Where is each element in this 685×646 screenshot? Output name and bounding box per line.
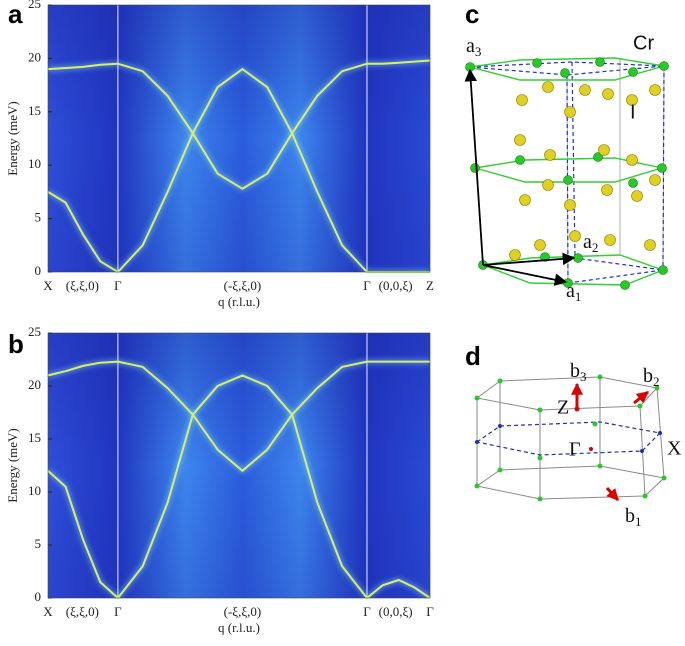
vector-subscript: 2: [592, 240, 599, 255]
y-tick-label: 25: [28, 324, 41, 339]
x-tick-label: Γ: [363, 278, 371, 293]
vector-label: b1: [625, 505, 642, 529]
vector-label: b: [570, 360, 580, 382]
y-tick-label: 25: [28, 0, 41, 11]
y-tick-label: 0: [35, 589, 42, 604]
panel-label: d: [465, 341, 481, 371]
x-tick-label: Z: [426, 278, 434, 293]
panel-label: a: [8, 0, 23, 29]
vector-label: b: [625, 505, 635, 527]
x-tick-label: X: [43, 278, 53, 293]
point-label: X: [667, 438, 682, 460]
charts: X Γ Γ Z (ξ,ξ,0) (-ξ,ξ,0) (0,0,ξ) 0 5 10 15 20 25 Ener…: [5, 0, 434, 635]
x-tick-label: Γ: [114, 278, 122, 293]
path-label: (0,0,ξ): [379, 278, 413, 293]
plot-frame: [47, 332, 431, 599]
vector-label: a: [566, 280, 575, 302]
y-tick-label: 5: [35, 210, 42, 225]
y-tick-label: 0: [35, 263, 42, 278]
point-label: Z: [557, 397, 569, 419]
x-tick-label: Γ: [426, 604, 434, 619]
vector-label: a2: [583, 231, 598, 255]
y-tick-label: 15: [28, 103, 41, 118]
vector-label: a1: [566, 280, 581, 304]
y-tick-label: 20: [28, 377, 41, 392]
x-tick-label: X: [43, 604, 53, 619]
path-label: (-ξ,ξ,0): [224, 278, 262, 293]
brillouin-zone: b3 b2 Z Γ X b1: [474, 360, 682, 529]
x-axis-label: q (r.l.u.): [218, 620, 260, 635]
atom-label: I: [630, 101, 636, 123]
crystal-structure: a3 Cr I a2 a1: [464, 32, 669, 304]
vector-label: b: [643, 365, 653, 387]
y-tick-label: 20: [28, 49, 41, 64]
y-tick-label: 15: [28, 430, 41, 445]
vector-subscript: 1: [635, 514, 642, 529]
y-axis-label: Energy (meV): [5, 101, 20, 175]
heatmap-shade: [48, 333, 430, 598]
vector-label: a: [466, 35, 475, 57]
x-tick-label: Γ: [114, 604, 122, 619]
x-axis-label: q (r.l.u.): [218, 294, 260, 309]
vector-subscript: 2: [653, 374, 660, 389]
point-label: Γ: [569, 439, 581, 461]
plot-frame: [47, 4, 431, 273]
x-tick-label: Γ: [363, 604, 371, 619]
vector-subscript: 1: [575, 289, 582, 304]
dispersion-curve: [47, 374, 431, 600]
path-label: (ξ,ξ,0): [66, 604, 99, 619]
vector-label: b2: [643, 365, 660, 389]
path-label: (0,0,ξ): [379, 604, 413, 619]
y-tick-label: 5: [35, 536, 42, 551]
vector-subscript: 3: [475, 44, 482, 59]
vector-label: b3: [570, 360, 587, 384]
path-label: (ξ,ξ,0): [66, 278, 99, 293]
dispersion-curve: [47, 59, 431, 190]
vector-label: a: [583, 231, 592, 253]
y-tick-label: 10: [28, 483, 41, 498]
atom-label: Cr: [633, 32, 654, 54]
heatmap-shade: [48, 5, 430, 272]
path-label: (-ξ,ξ,0): [224, 604, 262, 619]
dispersion-curve: [47, 360, 430, 473]
vector-subscript: 3: [580, 369, 587, 384]
y-tick-label: 10: [28, 156, 41, 171]
y-axis-label: Energy (meV): [5, 428, 20, 502]
vector-label: a3: [466, 35, 481, 59]
panel-label: b: [8, 329, 24, 359]
panel-label: c: [465, 0, 479, 29]
